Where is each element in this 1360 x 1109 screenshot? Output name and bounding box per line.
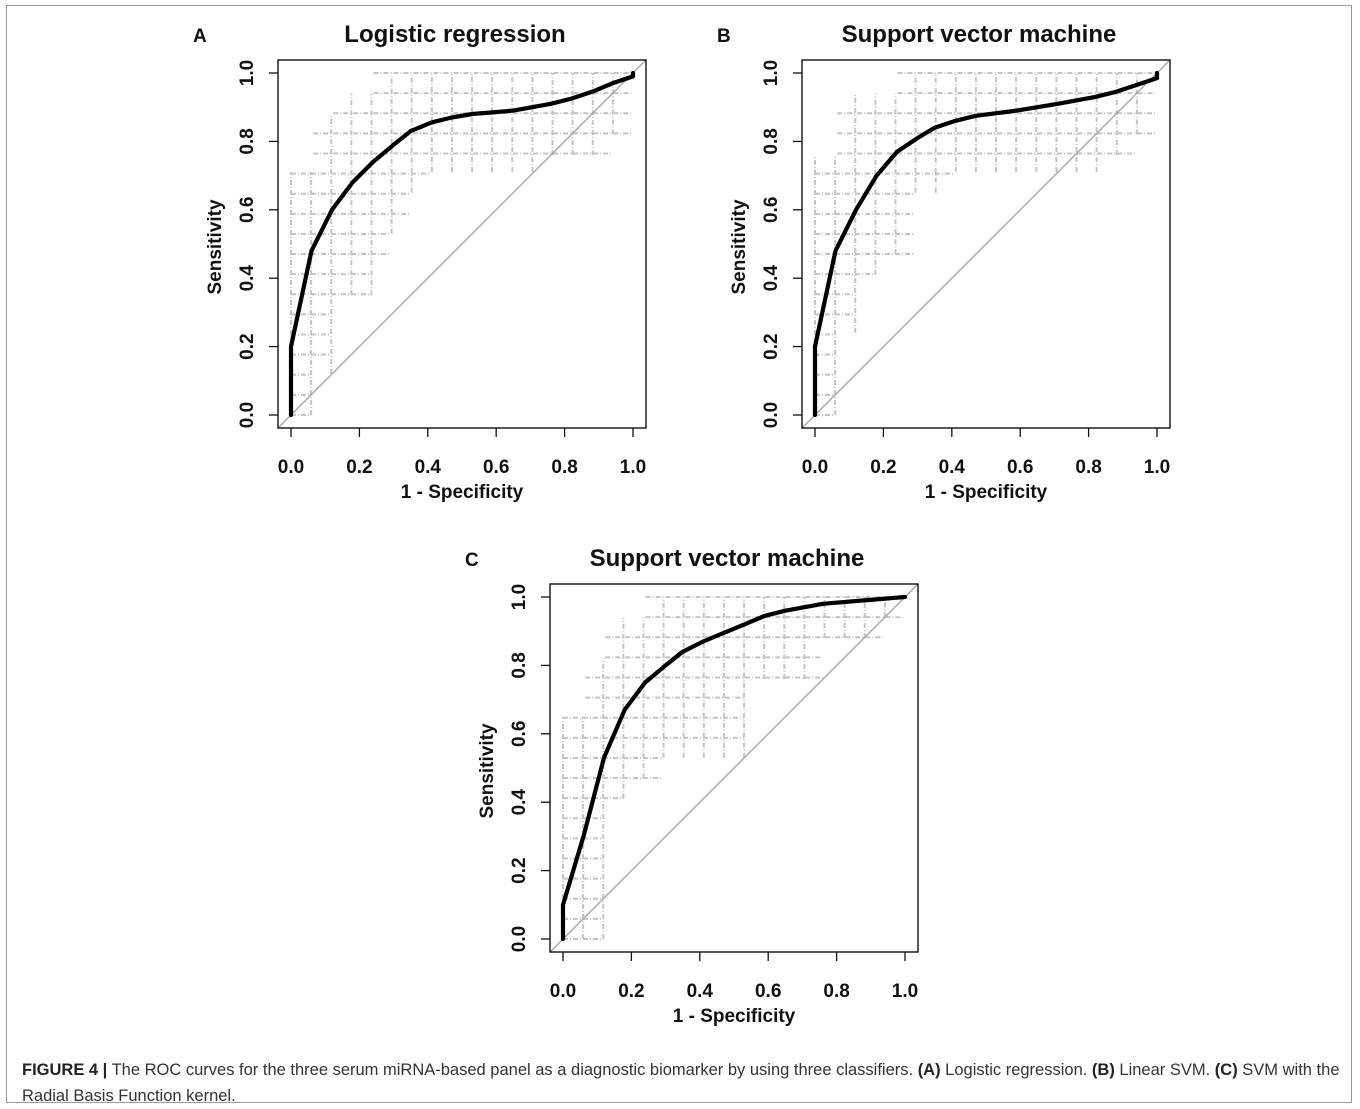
y-tick-label: 0.0 (237, 402, 258, 428)
caption-text: The ROC curves for the three serum miRNA… (107, 1061, 918, 1079)
x-axis-label: 1 - Specificity (925, 482, 1048, 503)
chance-diagonal-line (802, 60, 1170, 428)
figure-frame (6, 5, 1352, 1103)
panel-label: C (465, 550, 479, 571)
x-tick-label: 0.2 (346, 457, 372, 478)
y-tick-label: 0.2 (509, 857, 530, 883)
y-tick-label: 0.4 (237, 265, 258, 292)
y-tick-label: 0.8 (761, 128, 782, 154)
x-tick-label: 0.8 (1075, 457, 1101, 478)
plot-box (801, 59, 1171, 429)
y-axis-label: Sensitivity (205, 199, 226, 294)
chance-diagonal-line (550, 584, 918, 952)
x-axis-label: 1 - Specificity (401, 482, 524, 503)
panel-label: A (193, 26, 207, 47)
y-tick-label: 1.0 (237, 60, 258, 86)
x-tick-label: 0.6 (755, 981, 781, 1002)
y-axis-label: Sensitivity (729, 199, 750, 294)
y-tick-label: 0.2 (237, 333, 258, 359)
roc-panel-c: 0.0 0.2 0.4 0.6 0.8 1.0 0.0 0.2 0.4 0.6 0.8 1.0 1 - … (465, 545, 919, 1027)
caption-b-label: (B) (1091, 1061, 1115, 1079)
y-tick-label: 0.4 (509, 789, 530, 816)
ci-band-grid (290, 72, 633, 416)
y-tick-label: 1.0 (761, 60, 782, 86)
x-tick-label: 1.0 (1144, 457, 1170, 478)
roc-curve-line (812, 70, 1160, 418)
x-tick-label: 0.0 (550, 981, 576, 1002)
caption-b-text: Linear SVM. (1114, 1061, 1215, 1079)
caption-a-label: (A) (917, 1061, 941, 1079)
x-axis-label: 1 - Specificity (673, 1006, 796, 1027)
y-tick-label: 0.2 (761, 333, 782, 359)
y-tick-label: 1.0 (509, 584, 530, 610)
roc-figure: 0.0 0.2 0.4 0.6 0.8 1.0 0.0 0.2 0.4 0.6 0.8 1.0 1 - … (193, 21, 1171, 1027)
x-tick-label: 0.4 (939, 457, 966, 478)
panel-label: B (717, 26, 731, 47)
chance-diagonal-line (278, 60, 646, 428)
y-tick-label: 0.6 (237, 197, 258, 223)
x-tick-label: 0.4 (687, 981, 714, 1002)
x-tick-label: 1.0 (620, 457, 646, 478)
figure-caption: FIGURE 4 | The ROC curves for the three … (22, 1057, 1340, 1109)
x-tick-label: 0.0 (802, 457, 828, 478)
x-tick-label: 0.8 (551, 457, 577, 478)
x-tick-label: 0.8 (823, 981, 849, 1002)
y-tick-label: 0.8 (237, 128, 258, 154)
caption-c-label: (C) (1214, 1061, 1238, 1079)
x-tick-label: 0.0 (278, 457, 304, 478)
x-tick-label: 0.2 (870, 457, 896, 478)
x-tick-label: 0.6 (1007, 457, 1033, 478)
y-axis-label: Sensitivity (477, 723, 498, 818)
caption-lead: FIGURE 4 | (22, 1061, 108, 1079)
x-tick-label: 0.2 (618, 981, 644, 1002)
y-tick-label: 0.6 (509, 721, 530, 747)
y-tick-label: 0.4 (761, 265, 782, 292)
chart-title: Logistic regression (344, 21, 565, 48)
caption-c-text: SVM with the Radial Basis Function kerne… (22, 1061, 1340, 1105)
x-tick-label: 1.0 (892, 981, 918, 1002)
y-tick-label: 0.0 (509, 926, 530, 952)
caption-a-text: Logistic regression. (940, 1061, 1092, 1079)
chart-title: Support vector machine (590, 545, 865, 572)
y-tick-label: 0.0 (761, 402, 782, 428)
x-tick-label: 0.6 (483, 457, 509, 478)
roc-curve-line (560, 594, 908, 942)
y-tick-label: 0.8 (509, 652, 530, 678)
plot-box (277, 59, 647, 429)
roc-panel-b: 0.0 0.2 0.4 0.6 0.8 1.0 0.0 0.2 0.4 0.6 0.8 1.0 1 - … (717, 21, 1171, 503)
y-tick-label: 0.6 (761, 197, 782, 223)
roc-curve-line (288, 70, 636, 418)
roc-panel-a: 0.0 0.2 0.4 0.6 0.8 1.0 0.0 0.2 0.4 0.6 0.8 1.0 1 - … (193, 21, 647, 503)
chart-title: Support vector machine (842, 21, 1117, 48)
plot-box (549, 583, 919, 953)
x-tick-label: 0.4 (415, 457, 442, 478)
